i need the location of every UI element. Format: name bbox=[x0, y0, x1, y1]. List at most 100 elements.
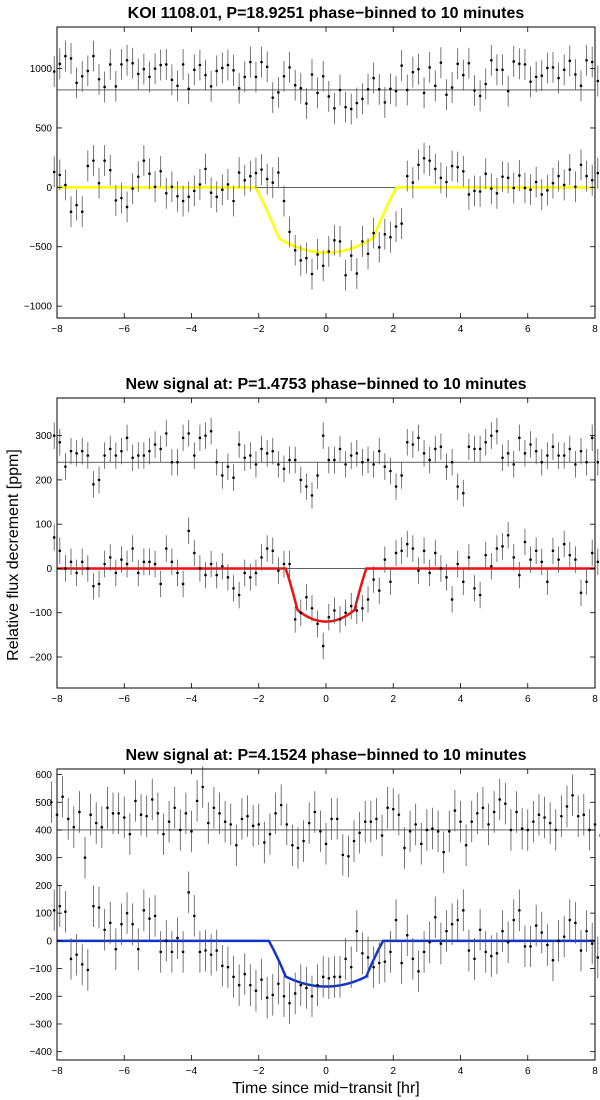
offset-series-point bbox=[518, 62, 521, 66]
binned-series-point bbox=[361, 240, 364, 243]
binned-series-point bbox=[540, 931, 544, 934]
offset-series-point bbox=[316, 474, 319, 477]
offset-series-point bbox=[251, 824, 255, 828]
binned-series-point bbox=[271, 549, 275, 553]
x-tick-label: −2 bbox=[253, 1066, 265, 1077]
binned-series-point bbox=[108, 921, 112, 925]
offset-series-point bbox=[467, 61, 471, 65]
offset-series-point bbox=[562, 68, 566, 72]
offset-series-point bbox=[529, 443, 532, 446]
offset-series-point bbox=[518, 436, 521, 440]
offset-series-point bbox=[103, 454, 106, 457]
binned-series-point bbox=[277, 569, 280, 572]
binned-series-point bbox=[372, 965, 375, 969]
offset-series-point bbox=[596, 79, 600, 83]
binned-series-point bbox=[411, 957, 415, 961]
offset-series-point bbox=[456, 62, 459, 66]
axes-frame bbox=[56, 768, 596, 1061]
offset-series-point bbox=[52, 434, 56, 437]
binned-series-point bbox=[282, 562, 286, 566]
binned-series-point bbox=[153, 562, 157, 566]
binned-series-point bbox=[473, 189, 476, 193]
binned-series-point bbox=[389, 580, 392, 584]
offset-series-point bbox=[557, 76, 560, 80]
offset-series-point bbox=[358, 831, 361, 835]
binned-series-point bbox=[97, 906, 101, 909]
offset-series-point bbox=[139, 813, 143, 817]
offset-series-point bbox=[313, 810, 317, 814]
binned-series-point bbox=[136, 175, 140, 178]
binned-series-point bbox=[529, 945, 532, 948]
binned-series-point bbox=[52, 909, 56, 912]
binned-series-point bbox=[265, 996, 269, 999]
binned-series-point bbox=[596, 171, 600, 175]
binned-series-point bbox=[501, 545, 504, 548]
offset-series-point bbox=[100, 825, 104, 829]
binned-series-point bbox=[215, 195, 219, 199]
offset-series-point bbox=[349, 107, 353, 111]
binned-series-point bbox=[506, 940, 510, 944]
binned-series-point bbox=[299, 611, 303, 615]
offset-series-point bbox=[178, 828, 182, 832]
offset-series-point bbox=[512, 60, 516, 63]
offset-series-point bbox=[232, 476, 235, 479]
binned-series-point bbox=[92, 584, 95, 588]
binned-series-point bbox=[562, 542, 566, 546]
binned-series-point bbox=[518, 573, 521, 577]
transit-model-curve bbox=[57, 939, 595, 988]
offset-series-point bbox=[209, 429, 213, 433]
binned-series-point bbox=[579, 163, 583, 167]
offset-series-point bbox=[254, 463, 258, 466]
binned-series-point bbox=[462, 580, 465, 584]
offset-series-point bbox=[551, 66, 555, 69]
offset-series-point bbox=[554, 828, 558, 832]
binned-series-point bbox=[64, 183, 67, 187]
offset-series-point bbox=[532, 820, 535, 823]
binned-series-point bbox=[86, 567, 90, 570]
binned-series-point bbox=[366, 252, 370, 256]
offset-series-point bbox=[506, 89, 510, 93]
offset-series-point bbox=[571, 794, 574, 797]
binned-series-point bbox=[490, 187, 493, 190]
binned-series-point bbox=[540, 560, 544, 564]
offset-series-point bbox=[136, 72, 140, 76]
binned-series-point bbox=[349, 604, 353, 608]
offset-series-point bbox=[268, 832, 272, 836]
binned-series-point bbox=[445, 576, 448, 579]
offset-series-point bbox=[170, 78, 174, 82]
binned-series-point bbox=[120, 922, 123, 926]
offset-series-point bbox=[383, 101, 387, 104]
offset-series-point bbox=[61, 795, 64, 799]
panel-2: New signal at: P=1.4753 phase−binned to … bbox=[29, 376, 600, 705]
binned-series-point bbox=[293, 248, 297, 252]
x-axis-label: Time since mid−transit [hr] bbox=[232, 1080, 419, 1097]
binned-series-point bbox=[394, 551, 398, 555]
offset-series-point bbox=[498, 798, 502, 801]
offset-series-point bbox=[187, 87, 190, 91]
offset-series-point bbox=[145, 814, 148, 818]
binned-series-point bbox=[92, 159, 95, 162]
binned-series-point bbox=[142, 159, 146, 162]
binned-series-point bbox=[142, 909, 146, 912]
binned-series-point bbox=[232, 975, 235, 979]
offset-series-point bbox=[108, 447, 112, 451]
offset-series-point bbox=[436, 830, 440, 833]
binned-series-point bbox=[333, 238, 336, 242]
binned-series-point bbox=[243, 178, 247, 182]
x-tick-label: −2 bbox=[253, 694, 265, 705]
offset-series-point bbox=[181, 436, 185, 440]
binned-series-point bbox=[428, 940, 431, 944]
x-tick-label: 8 bbox=[592, 694, 598, 705]
binned-series-point bbox=[97, 181, 101, 185]
binned-series-point bbox=[557, 939, 560, 943]
binned-series-point bbox=[153, 914, 157, 918]
binned-series-point bbox=[389, 235, 392, 239]
binned-series-point bbox=[383, 960, 387, 963]
binned-series-point bbox=[271, 181, 275, 184]
binned-series-point bbox=[456, 918, 459, 922]
binned-series-point bbox=[321, 975, 325, 979]
offset-series-point bbox=[215, 460, 219, 464]
binned-series-point bbox=[277, 982, 280, 986]
y-tick-label: 200 bbox=[35, 881, 52, 892]
offset-series-point bbox=[543, 816, 546, 819]
